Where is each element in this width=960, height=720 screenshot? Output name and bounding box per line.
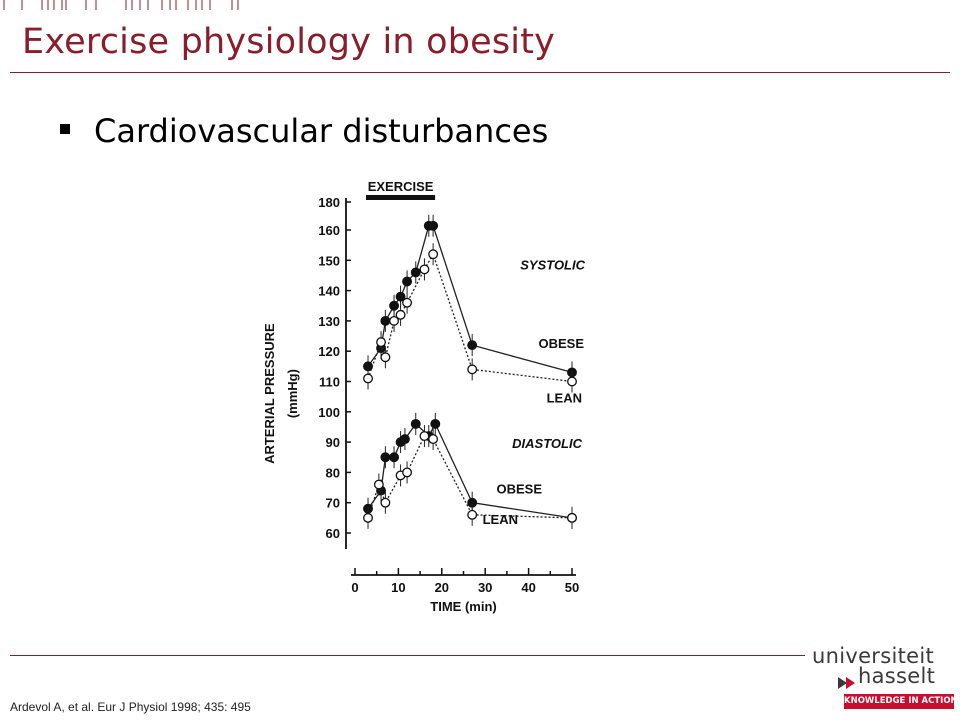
data-point-systolic-obese bbox=[467, 340, 478, 351]
series-label-systolic-obese: OBESE bbox=[538, 336, 584, 351]
y-tick-label: 160 bbox=[318, 223, 340, 238]
data-point-systolic-obese bbox=[410, 267, 421, 278]
x-tick-label: 50 bbox=[565, 580, 579, 595]
data-point-systolic-obese bbox=[380, 315, 391, 326]
data-point-diastolic-obese bbox=[389, 452, 400, 463]
y-tick-label: 100 bbox=[318, 405, 340, 420]
panel-label-diastolic: DIASTOLIC bbox=[512, 436, 582, 451]
y-tick-label: 70 bbox=[326, 496, 340, 511]
data-point-systolic-lean bbox=[419, 264, 430, 275]
arterial-pressure-chart: EXERCISE60708090100110120130140150160180… bbox=[262, 179, 586, 614]
x-axis-label: TIME (min) bbox=[430, 599, 496, 614]
y-tick-label: 90 bbox=[326, 435, 340, 450]
data-point-systolic-lean bbox=[376, 337, 386, 348]
data-point-systolic-lean bbox=[428, 249, 439, 260]
y-tick-label: 110 bbox=[319, 375, 340, 390]
logo-arrow-icon bbox=[846, 677, 855, 689]
data-point-systolic-obese bbox=[402, 276, 413, 287]
title-divider bbox=[10, 72, 950, 73]
x-tick-label: 40 bbox=[521, 580, 535, 595]
footer-divider bbox=[10, 655, 805, 656]
y-tick-label: 120 bbox=[318, 344, 340, 359]
panel-label-systolic: SYSTOLIC bbox=[520, 257, 585, 272]
data-point-diastolic-obese bbox=[399, 434, 410, 445]
data-point-diastolic-lean bbox=[467, 509, 478, 520]
logo-tagline: KNOWLEDGE IN ACTION bbox=[844, 694, 958, 709]
slide-title: Exercise physiology in obesity bbox=[22, 22, 556, 62]
logo-text-universiteit: universiteit bbox=[812, 644, 935, 668]
data-point-diastolic-lean bbox=[567, 512, 577, 523]
data-point-systolic-obese bbox=[395, 291, 406, 302]
y-tick-label: 130 bbox=[318, 314, 340, 329]
data-point-systolic-lean bbox=[380, 352, 391, 363]
bullet-item: Cardiovascular disturbances bbox=[60, 112, 548, 150]
bullet-text: Cardiovascular disturbances bbox=[94, 112, 549, 150]
data-point-diastolic-lean bbox=[428, 434, 439, 445]
data-point-diastolic-lean bbox=[373, 479, 384, 490]
data-point-systolic-obese bbox=[428, 220, 439, 231]
series-label-diastolic-obese: OBESE bbox=[496, 482, 542, 497]
exercise-bar bbox=[366, 195, 436, 200]
university-logo: universiteit hasselt KNOWLEDGE IN ACTION bbox=[808, 644, 958, 716]
series-label-systolic-lean: LEAN bbox=[547, 391, 582, 406]
x-tick-label: 30 bbox=[478, 580, 492, 595]
y-axis-unit: (mmHg) bbox=[285, 369, 300, 418]
data-point-systolic-lean bbox=[363, 373, 373, 384]
data-point-diastolic-lean bbox=[402, 467, 413, 478]
x-tick-label: 0 bbox=[351, 580, 358, 595]
square-bullet-icon bbox=[60, 124, 70, 134]
y-tick-label: 80 bbox=[326, 465, 340, 480]
y-tick-label: 180 bbox=[318, 195, 340, 210]
y-tick-label: 150 bbox=[318, 253, 340, 268]
data-point-systolic-lean bbox=[467, 364, 478, 375]
data-point-diastolic-lean bbox=[419, 431, 430, 441]
y-axis-label: ARTERIAL PRESSURE bbox=[262, 323, 277, 464]
data-point-systolic-lean bbox=[389, 315, 400, 326]
y-tick-label: 140 bbox=[318, 284, 340, 299]
data-point-systolic-lean bbox=[567, 376, 577, 387]
data-point-systolic-lean bbox=[402, 297, 413, 308]
x-tick-label: 10 bbox=[391, 580, 405, 595]
series-label-diastolic-lean: LEAN bbox=[483, 512, 518, 527]
top-decorative-ticks bbox=[3, 0, 239, 10]
logo-text-hasselt: hasselt bbox=[858, 664, 936, 688]
data-point-diastolic-obese bbox=[430, 418, 441, 429]
data-point-systolic-obese bbox=[389, 300, 400, 311]
data-point-diastolic-lean bbox=[380, 497, 391, 508]
data-point-systolic-lean bbox=[395, 309, 406, 320]
exercise-label: EXERCISE bbox=[368, 179, 434, 194]
citation: Ardevol A, et al. Eur J Physiol 1998; 43… bbox=[10, 700, 251, 714]
data-point-diastolic-obese bbox=[410, 418, 421, 429]
data-point-diastolic-lean bbox=[363, 512, 373, 523]
y-tick-label: 60 bbox=[326, 526, 340, 541]
x-tick-label: 20 bbox=[435, 580, 449, 595]
data-point-diastolic-obese bbox=[380, 452, 391, 463]
logo-arrow-icon-dark bbox=[838, 677, 847, 689]
